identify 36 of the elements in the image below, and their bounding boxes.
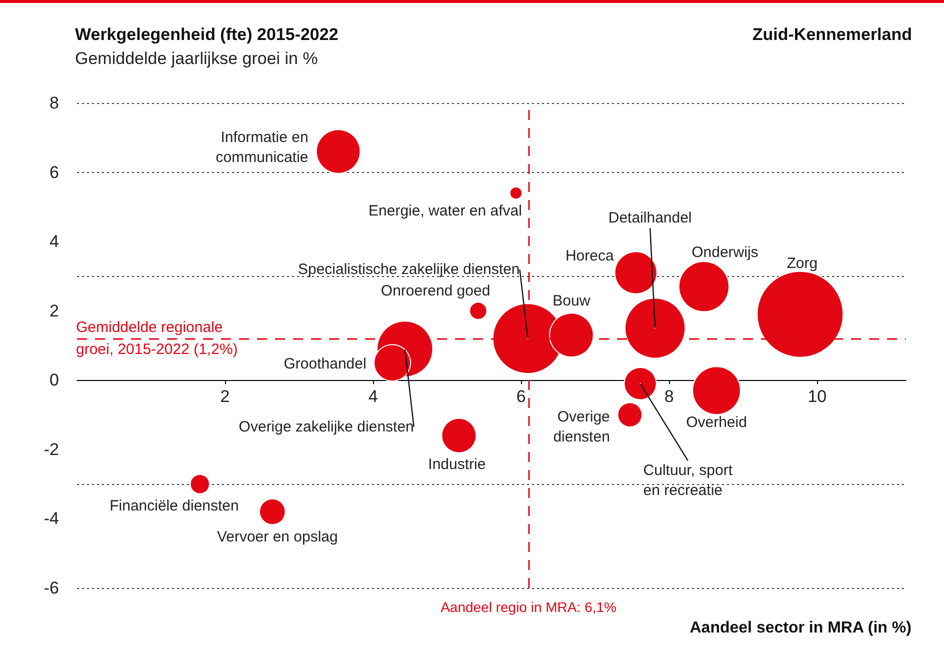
x-tick-label: 10 [808,387,827,406]
y-tick-label: -4 [44,509,59,528]
annotation: Cultuur, sport en recreatie [643,462,734,500]
chart-title: Werkgelegenheid (fte) 2015-2022 [75,25,338,44]
y-tick-label: -6 [44,578,59,598]
annotation: Overige zakelijke diensten [238,418,414,436]
annotation: Financiële diensten [110,498,239,515]
x-axis-title: Aandeel sector in MRA (in %) [690,620,912,636]
x-tick-label: 4 [368,387,378,406]
y-tick-label: -2 [44,440,59,459]
y-axis-title: Gemiddelde jaarlijkse groei in % [75,49,318,68]
ref-line-label: Gemiddelde regionale groei, 2015-2022 (1,2%) [76,319,238,358]
y-tick-label: 0 [50,370,59,390]
annotation: Onderwijs [692,244,758,262]
annotation: Detailhandel [608,210,692,227]
annotation: Vervoer en opslag [216,528,338,546]
y-tick-label: 6 [50,162,59,182]
y-tick-label: 4 [50,232,59,252]
annotation: Overheid [686,414,747,432]
ref-line-label: Aandeel regio in MRA: 6,1% [440,599,616,615]
y-tick-label: 2 [50,301,59,320]
annotation: Informatie en communicatie [216,129,308,166]
annotation: Zorg [786,254,818,272]
annotation: Overige diensten [553,408,610,446]
y-tick-label: 8 [50,94,59,112]
annotation: Onroerend goed [380,282,490,300]
x-tick-label: 8 [664,387,674,406]
annotation: Horeca [565,247,614,264]
annotation: Industrie [428,456,486,474]
annotation: Specialistische zakelijke diensten [298,261,520,278]
annotation: Energie, water en afval [368,202,522,220]
x-tick-label: 6 [516,387,526,406]
annotation: Bouw [552,292,590,310]
x-tick-label: 2 [220,387,230,406]
annotation: Groothandel [284,355,366,372]
text: Zuid-Kennemerland [752,25,912,44]
